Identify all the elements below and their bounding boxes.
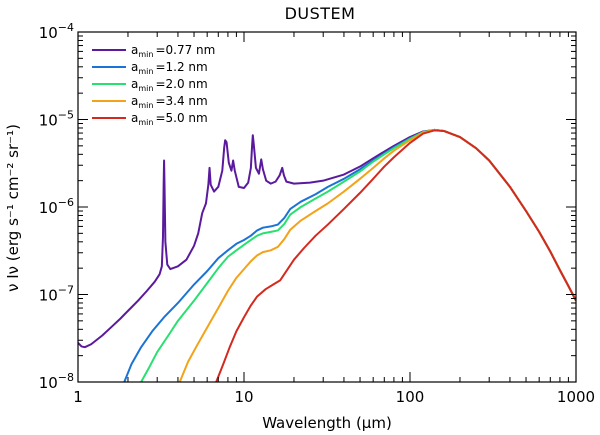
series-line-5 bbox=[215, 129, 576, 382]
chart-title: DUSTEM bbox=[285, 4, 356, 23]
legend-label-3: amin =2.0 nm bbox=[131, 77, 208, 93]
y-axis-label: ν Iν (erg s⁻¹ cm⁻² sr⁻¹) bbox=[4, 124, 22, 292]
y-tick-label: 10−6 bbox=[39, 196, 74, 217]
legend-label-4: amin =3.4 nm bbox=[131, 94, 208, 110]
x-tick-label: 100 bbox=[396, 388, 425, 406]
series-layer bbox=[78, 128, 576, 382]
y-tick-label: 10−7 bbox=[39, 284, 74, 305]
ticks-layer: 1 10 100 1000 10−8 10−7 10−6 10−5 10−4 bbox=[39, 21, 595, 406]
y-tick-label: 10−8 bbox=[39, 371, 74, 392]
series-line-4 bbox=[178, 128, 576, 382]
legend-label-5: amin =5.0 nm bbox=[131, 111, 208, 127]
x-axis-label: Wavelength (µm) bbox=[262, 414, 392, 432]
series-line-2 bbox=[123, 128, 576, 382]
series-line-1 bbox=[78, 128, 576, 349]
y-tick-label: 10−5 bbox=[39, 109, 74, 130]
legend-label-1: amin =0.77 nm bbox=[131, 43, 215, 59]
x-tick-label: 10 bbox=[234, 388, 253, 406]
y-tick-label: 10−4 bbox=[39, 21, 74, 42]
series-group bbox=[78, 128, 576, 382]
x-tick-label: 1000 bbox=[557, 388, 595, 406]
legend-label-2: amin =1.2 nm bbox=[131, 60, 208, 76]
x-tick-label: 1 bbox=[73, 388, 83, 406]
